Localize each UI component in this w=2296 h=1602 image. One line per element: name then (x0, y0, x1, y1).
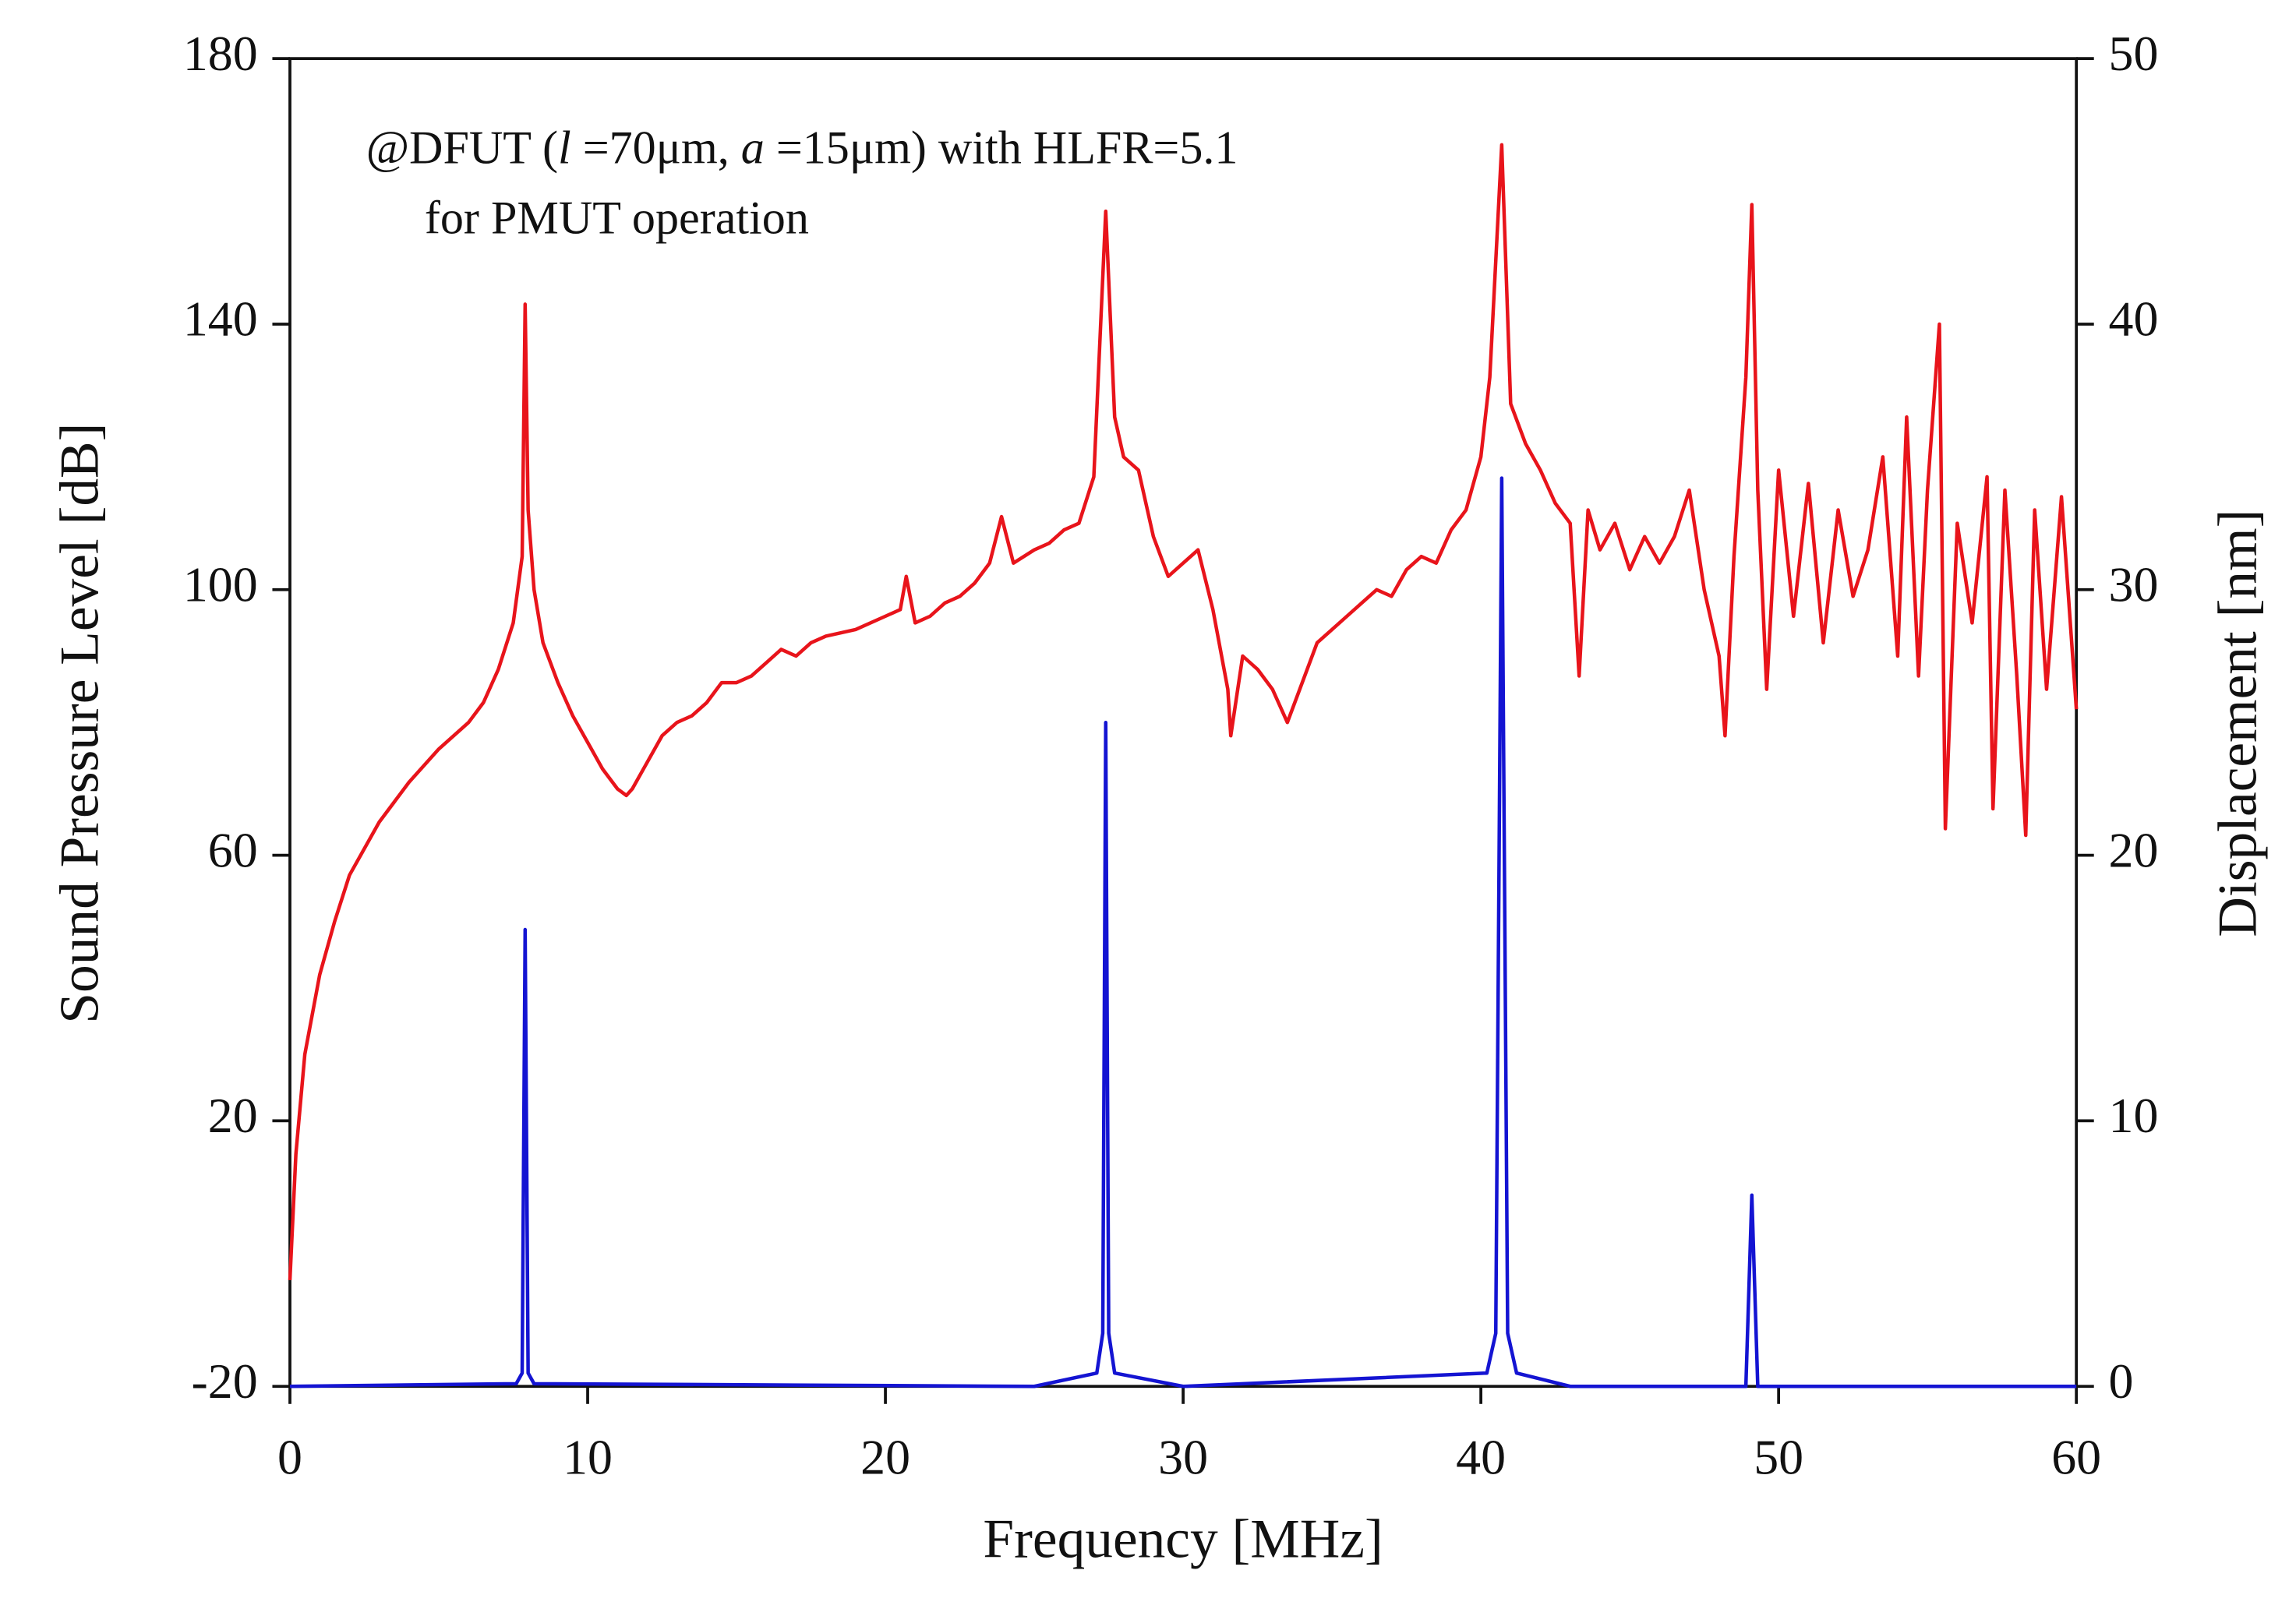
y-tick-label: 180 (183, 26, 258, 81)
series-line (289, 476, 2077, 1389)
series-line (288, 143, 2079, 1281)
y2-tick-label: 50 (2109, 26, 2159, 81)
annotation-part: =70μm, (571, 122, 741, 174)
annotation-part: a (741, 122, 765, 174)
annotation-part: =15μm) with HLFR=5.1 (765, 122, 1238, 174)
plot-frame (288, 57, 2079, 1389)
y-tick-label: 60 (208, 822, 258, 877)
x-tick-label: 50 (1754, 1430, 1803, 1485)
y-tick-label: 20 (208, 1088, 258, 1143)
x-tick-label: 20 (860, 1430, 910, 1485)
x-tick-label: 30 (1158, 1430, 1208, 1485)
y2-tick-label: 0 (2109, 1353, 2134, 1409)
y2-tick-label: 20 (2109, 822, 2159, 877)
annotation: @DFUT (l =70μm, a =15μm) with HLFR=5.1 (366, 122, 1238, 174)
y2-tick-label: 40 (2109, 291, 2159, 347)
y2-tick-label: 10 (2109, 1088, 2159, 1143)
x-tick-label: 40 (1456, 1430, 1506, 1485)
y2-axis-title: Displacement [nm] (2207, 510, 2269, 937)
y-tick-label: 140 (183, 291, 258, 347)
annotation-part: for PMUT operation (425, 192, 809, 244)
x-axis-title: Frequency [MHz] (983, 1508, 1383, 1570)
x-tick-label: 0 (277, 1430, 302, 1485)
y-axis-title: Sound Pressure Level [dB] (48, 423, 110, 1024)
y-tick-label: 100 (183, 556, 258, 612)
x-tick-label: 60 (2051, 1430, 2101, 1485)
x-tick-label: 10 (563, 1430, 613, 1485)
annotation: for PMUT operation (425, 192, 809, 244)
annotation-part: l (558, 122, 571, 174)
annotation-part: @DFUT ( (366, 122, 558, 174)
y-tick-label: -20 (192, 1353, 258, 1409)
y2-tick-label: 30 (2109, 556, 2159, 612)
